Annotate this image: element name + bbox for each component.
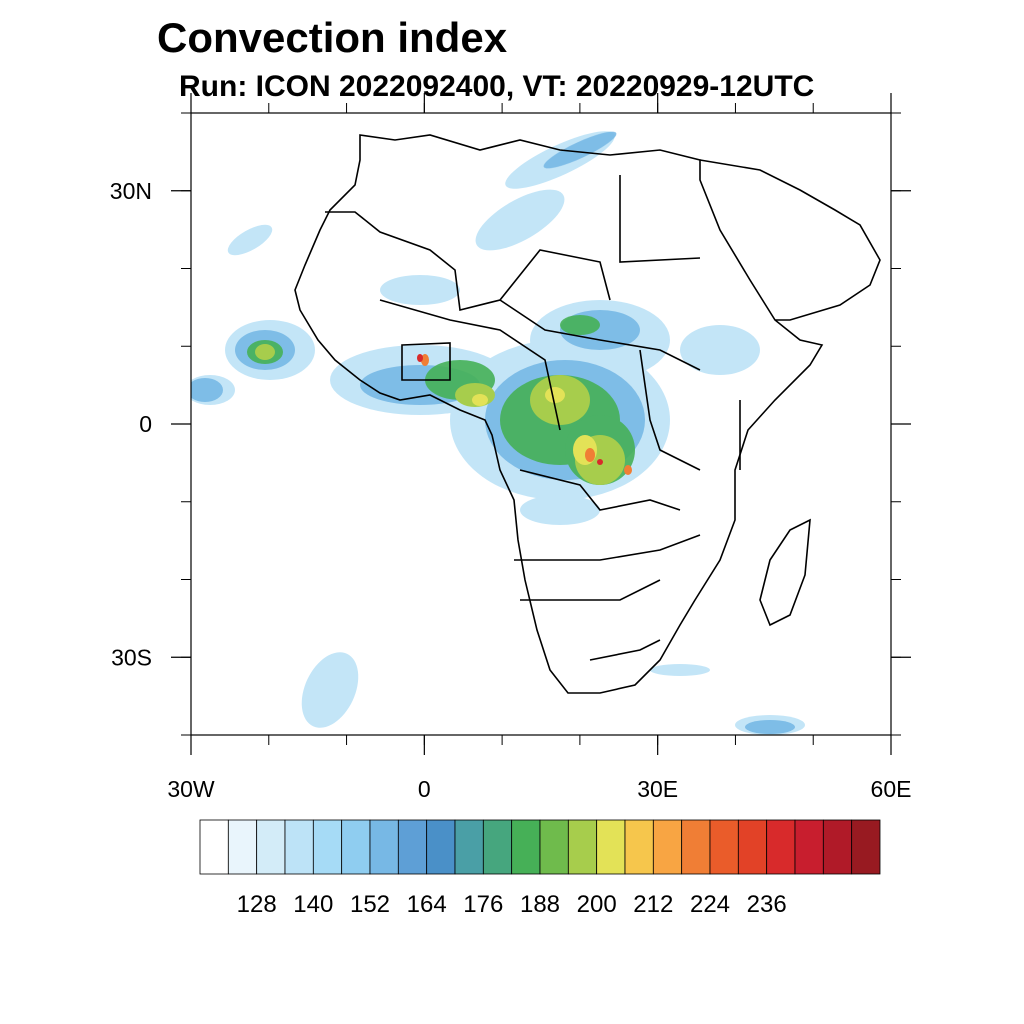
colorbar-swatch bbox=[341, 819, 371, 875]
convection-field bbox=[191, 131, 805, 735]
colorbar-swatch bbox=[454, 819, 484, 875]
lon-tick-label: 0 bbox=[418, 776, 431, 802]
colorbar-swatch bbox=[511, 819, 541, 875]
colorbar-swatch bbox=[851, 819, 881, 875]
colorbar-label: 200 bbox=[577, 891, 617, 918]
lat-tick-label: 0 bbox=[139, 411, 152, 437]
colorbar-label: 188 bbox=[520, 891, 560, 918]
colorbar-label: 152 bbox=[350, 891, 390, 918]
colorbar-swatch bbox=[567, 819, 598, 875]
lon-tick-label: 30W bbox=[167, 776, 215, 802]
map-title: Convection index bbox=[157, 14, 508, 61]
colorbar-swatch bbox=[766, 819, 796, 875]
map-subtitle: Run: ICON 2022092400, VT: 20220929-12UTC bbox=[179, 70, 815, 103]
coastlines bbox=[294, 134, 881, 694]
colorbar-swatch bbox=[284, 819, 314, 875]
lon-tick-label: 30E bbox=[637, 776, 678, 802]
colorbar-swatch bbox=[426, 819, 456, 875]
colorbar-swatch bbox=[199, 819, 229, 875]
colorbar-swatch bbox=[596, 819, 626, 875]
colorbar-label: 212 bbox=[633, 891, 673, 918]
colorbar-label: 224 bbox=[690, 891, 730, 918]
colorbar-swatch bbox=[227, 819, 258, 875]
colorbar-swatch bbox=[539, 819, 569, 875]
colorbar-swatch bbox=[709, 819, 739, 875]
colorbar-label: 128 bbox=[237, 891, 277, 918]
map-axes: 30W 0 30E 60E 30N 0 30S bbox=[110, 93, 912, 802]
colorbar-label: 140 bbox=[293, 891, 333, 918]
lat-tick-label: 30S bbox=[111, 644, 152, 670]
colorbar: 128 140 152 164 176 188 200 212 224 236 bbox=[199, 819, 881, 918]
colorbar-swatch bbox=[482, 819, 513, 875]
colorbar-swatch bbox=[397, 819, 428, 875]
colorbar-swatch bbox=[312, 819, 343, 875]
colorbar-label: 164 bbox=[407, 891, 447, 918]
colorbar-swatch bbox=[737, 819, 768, 875]
lon-tick-label: 60E bbox=[871, 776, 912, 802]
colorbar-swatch bbox=[624, 819, 654, 875]
colorbar-label: 176 bbox=[463, 891, 503, 918]
colorbar-swatch bbox=[369, 819, 399, 875]
colorbar-label: 236 bbox=[747, 891, 787, 918]
colorbar-swatch bbox=[822, 819, 853, 875]
lat-tick-label: 30N bbox=[110, 178, 152, 204]
colorbar-swatch bbox=[681, 819, 711, 875]
colorbar-swatch bbox=[256, 819, 286, 875]
colorbar-swatch bbox=[652, 819, 683, 875]
colorbar-swatch bbox=[794, 819, 824, 875]
